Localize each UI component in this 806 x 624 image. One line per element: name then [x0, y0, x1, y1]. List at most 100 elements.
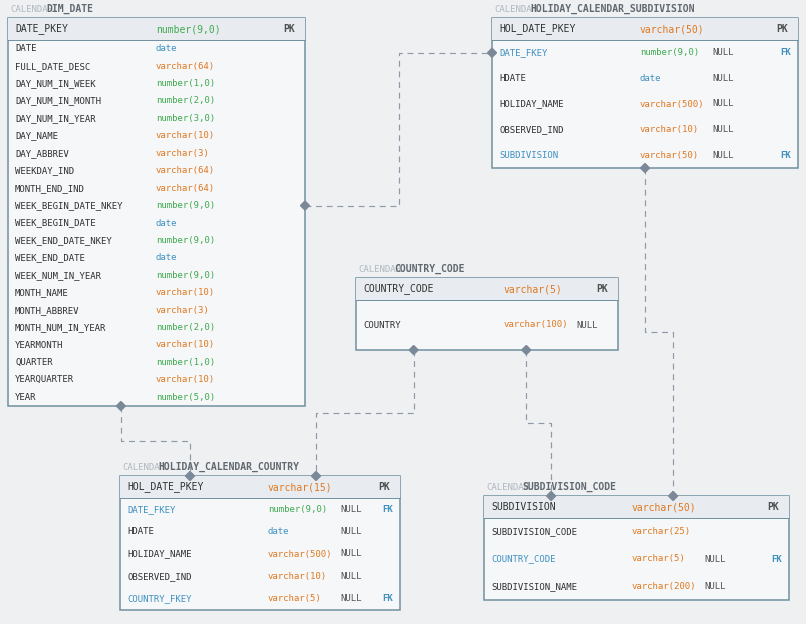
Bar — [8, 18, 305, 40]
Text: date: date — [156, 44, 177, 53]
Polygon shape — [669, 492, 678, 500]
Text: HDATE: HDATE — [499, 74, 526, 83]
Text: PK: PK — [767, 502, 779, 512]
Text: date: date — [156, 253, 177, 262]
Bar — [492, 18, 798, 40]
Text: DAY_NUM_IN_MONTH: DAY_NUM_IN_MONTH — [15, 97, 101, 105]
Text: NULL: NULL — [576, 321, 597, 329]
Text: number(2,0): number(2,0) — [156, 97, 215, 105]
Text: HOLIDAY_CALENDAR_COUNTRY: HOLIDAY_CALENDAR_COUNTRY — [158, 462, 299, 472]
Text: number(3,0): number(3,0) — [156, 114, 215, 123]
Text: DIM_DATE: DIM_DATE — [46, 4, 93, 14]
Text: DAY_NUM_IN_YEAR: DAY_NUM_IN_YEAR — [15, 114, 96, 123]
Text: WEEK_END_DATE: WEEK_END_DATE — [15, 253, 85, 262]
Bar — [484, 496, 789, 600]
Text: SUBDIVISION_NAME: SUBDIVISION_NAME — [491, 582, 577, 591]
Text: NULL: NULL — [704, 555, 725, 563]
Text: YEARQUARTER: YEARQUARTER — [15, 376, 74, 384]
Polygon shape — [116, 401, 126, 411]
Text: CALENDAR.: CALENDAR. — [494, 5, 542, 14]
Text: DAY_NUM_IN_WEEK: DAY_NUM_IN_WEEK — [15, 79, 96, 88]
Text: date: date — [268, 527, 289, 536]
Text: HOLIDAY_NAME: HOLIDAY_NAME — [127, 550, 192, 558]
Text: FK: FK — [780, 151, 791, 160]
Text: NULL: NULL — [340, 505, 362, 514]
Text: SUBDIVISION: SUBDIVISION — [499, 151, 558, 160]
Text: MONTH_ABBREV: MONTH_ABBREV — [15, 306, 80, 314]
Text: varchar(10): varchar(10) — [640, 125, 699, 134]
Text: varchar(10): varchar(10) — [268, 572, 327, 581]
Text: CALENDAR.: CALENDAR. — [358, 265, 406, 274]
Text: DATE_FKEY: DATE_FKEY — [127, 505, 176, 514]
Text: NULL: NULL — [712, 125, 733, 134]
Text: DAY_NAME: DAY_NAME — [15, 132, 58, 140]
Text: HOL_DATE_PKEY: HOL_DATE_PKEY — [499, 24, 575, 34]
Text: varchar(10): varchar(10) — [156, 341, 215, 349]
Text: YEARMONTH: YEARMONTH — [15, 341, 64, 349]
Text: SUBDIVISION_CODE: SUBDIVISION_CODE — [491, 527, 577, 536]
Text: number(9,0): number(9,0) — [156, 24, 221, 34]
Text: number(9,0): number(9,0) — [156, 236, 215, 245]
Text: NULL: NULL — [340, 527, 362, 536]
Text: PK: PK — [776, 24, 787, 34]
Bar — [492, 18, 798, 168]
Polygon shape — [185, 472, 194, 480]
Text: date: date — [640, 74, 662, 83]
Text: NULL: NULL — [340, 550, 362, 558]
Text: number(9,0): number(9,0) — [156, 201, 215, 210]
Text: MONTH_NUM_IN_YEAR: MONTH_NUM_IN_YEAR — [15, 323, 106, 332]
Text: COUNTRY_FKEY: COUNTRY_FKEY — [127, 594, 192, 603]
Text: FK: FK — [382, 505, 393, 514]
Text: COUNTRY: COUNTRY — [363, 321, 401, 329]
Text: number(9,0): number(9,0) — [640, 48, 699, 57]
Text: date: date — [156, 218, 177, 228]
Text: NULL: NULL — [712, 74, 733, 83]
Text: PK: PK — [596, 284, 608, 294]
Text: HOLIDAY_CALENDAR_SUBDIVISION: HOLIDAY_CALENDAR_SUBDIVISION — [530, 4, 695, 14]
Text: YEAR: YEAR — [15, 392, 36, 402]
Text: number(9,0): number(9,0) — [268, 505, 327, 514]
Bar — [356, 278, 618, 300]
Text: MONTH_NAME: MONTH_NAME — [15, 288, 69, 297]
Text: WEEK_BEGIN_DATE_NKEY: WEEK_BEGIN_DATE_NKEY — [15, 201, 123, 210]
Text: varchar(3): varchar(3) — [156, 149, 210, 158]
Text: varchar(64): varchar(64) — [156, 62, 215, 71]
Text: varchar(5): varchar(5) — [268, 594, 322, 603]
Bar — [356, 278, 618, 350]
Text: CALENDAR.: CALENDAR. — [486, 483, 534, 492]
Text: FULL_DATE_DESC: FULL_DATE_DESC — [15, 62, 90, 71]
Bar — [8, 18, 305, 406]
Text: NULL: NULL — [712, 151, 733, 160]
Text: number(2,0): number(2,0) — [156, 323, 215, 332]
Text: varchar(200): varchar(200) — [632, 582, 696, 591]
Text: varchar(50): varchar(50) — [640, 24, 704, 34]
Text: OBSERVED_IND: OBSERVED_IND — [127, 572, 192, 581]
Text: varchar(64): varchar(64) — [156, 183, 215, 193]
Text: varchar(10): varchar(10) — [156, 132, 215, 140]
Text: NULL: NULL — [712, 99, 733, 109]
Text: PK: PK — [283, 24, 295, 34]
Text: HDATE: HDATE — [127, 527, 154, 536]
Text: WEEKDAY_IND: WEEKDAY_IND — [15, 166, 74, 175]
Text: varchar(5): varchar(5) — [632, 555, 686, 563]
Text: varchar(50): varchar(50) — [632, 502, 696, 512]
Polygon shape — [546, 492, 555, 500]
Text: varchar(500): varchar(500) — [640, 99, 704, 109]
Text: SUBDIVISION: SUBDIVISION — [491, 502, 555, 512]
Text: NULL: NULL — [340, 594, 362, 603]
Text: varchar(3): varchar(3) — [156, 306, 210, 314]
Text: WEEK_NUM_IN_YEAR: WEEK_NUM_IN_YEAR — [15, 271, 101, 280]
Text: OBSERVED_IND: OBSERVED_IND — [499, 125, 563, 134]
Text: MONTH_END_IND: MONTH_END_IND — [15, 183, 85, 193]
Text: DATE_FKEY: DATE_FKEY — [499, 48, 547, 57]
Text: HOLIDAY_NAME: HOLIDAY_NAME — [499, 99, 563, 109]
Text: QUARTER: QUARTER — [15, 358, 52, 367]
Text: DATE_PKEY: DATE_PKEY — [15, 24, 68, 34]
Text: WEEK_END_DATE_NKEY: WEEK_END_DATE_NKEY — [15, 236, 112, 245]
Text: COUNTRY_CODE: COUNTRY_CODE — [491, 555, 555, 563]
Text: NULL: NULL — [704, 582, 725, 591]
Text: number(5,0): number(5,0) — [156, 392, 215, 402]
Polygon shape — [409, 346, 418, 354]
Text: varchar(100): varchar(100) — [504, 321, 568, 329]
Text: PK: PK — [378, 482, 390, 492]
